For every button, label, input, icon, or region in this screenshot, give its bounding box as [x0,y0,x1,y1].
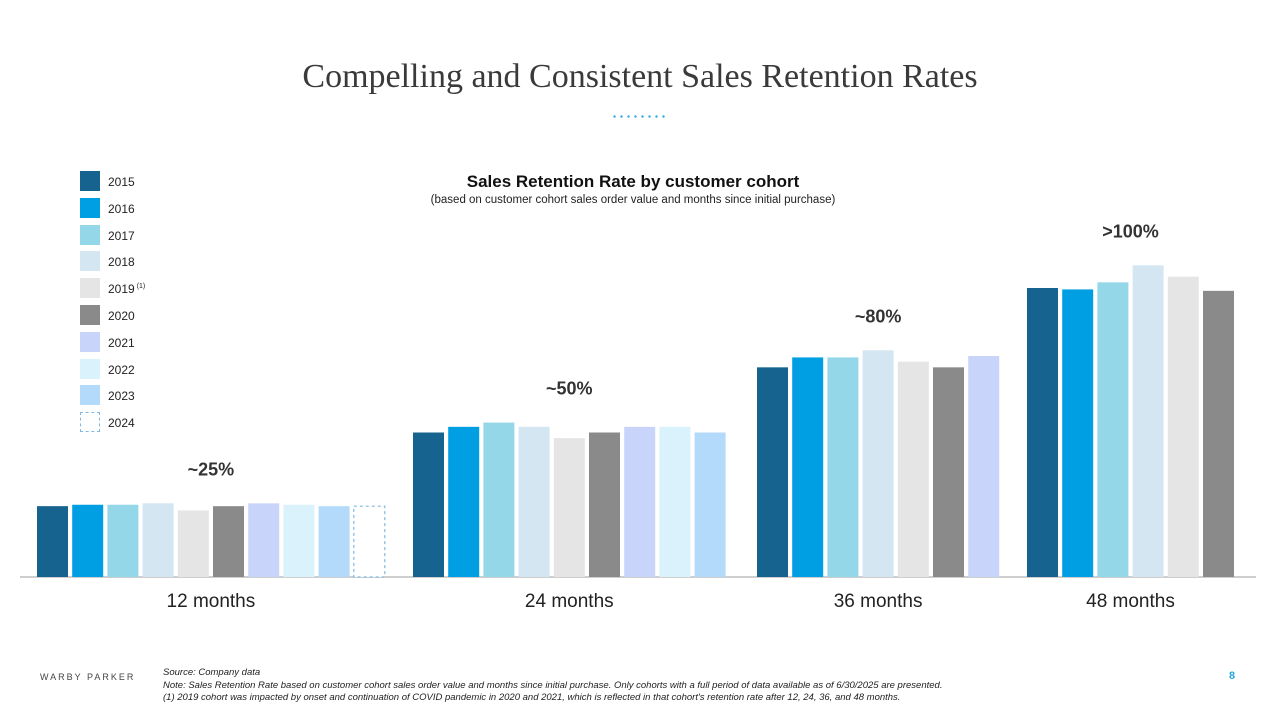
methodology-note: Note: Sales Retention Rate based on cust… [163,679,943,691]
x-tick-label: 12 months [167,591,256,612]
bar-2020-24-months [589,432,620,577]
bar-2023-24-months [694,432,726,577]
legend-label: 2017 [108,228,135,243]
bar-2018-36-months [862,350,894,577]
legend-swatch [80,251,100,272]
legend-label: 2021 [108,335,135,350]
group-data-label: >100% [1102,221,1159,241]
bar-2021-12-months [248,503,280,577]
bar-2022-24-months [659,426,691,577]
legend-label: 2020 [108,309,135,323]
bar-2015-36-months [757,367,788,577]
source-note: Source: Company data [163,667,261,678]
group-data-label: ~50% [546,379,593,399]
bar-2016-48-months [1062,289,1094,577]
legend-footnote-marker: (1) [136,283,146,291]
bar-2019-24-months [553,438,585,577]
bar-2018-48-months [1132,265,1164,577]
bar-2016-12-months [72,504,104,577]
bar-2017-36-months [827,357,859,577]
legend-label: 2019 (1) [108,282,146,297]
bar-2020-48-months [1203,290,1234,577]
bar-2017-48-months [1097,282,1129,577]
title-divider [611,115,669,118]
bar-2018-12-months [142,503,174,577]
legend-swatch [80,197,100,218]
bar-2019-36-months [897,361,929,577]
bar-2015-12-months [37,506,68,577]
bar-2024-12-months [353,505,386,578]
chart-subtitle: (based on customer cohort sales order va… [430,194,836,206]
brand-logo: WARBY PARKER [40,672,136,682]
group-data-label: ~25% [188,459,235,479]
legend-swatch [80,278,100,299]
x-tick-label: 48 months [1086,591,1175,612]
x-tick-label: 36 months [834,591,923,612]
covid-footnote: (1) 2019 cohort was impacted by onset an… [163,692,901,703]
group-data-label: ~80% [855,306,902,326]
legend-label: 2022 [108,362,135,377]
legend-swatch [80,171,100,191]
bar-2017-12-months [107,504,139,577]
legend-label: 2024 [108,416,135,431]
legend-label: 2023 [108,389,135,404]
page-title: Compelling and Consistent Sales Retentio… [302,58,978,95]
legend-label: 2015 [108,175,135,189]
legend-swatch [80,331,100,352]
bar-2018-24-months [518,426,550,577]
legend-label: 2018 [108,255,135,270]
bar-2021-24-months [624,426,656,577]
bar-2017-24-months [483,422,515,577]
bar-2016-36-months [792,357,824,577]
bar-2015-48-months [1027,288,1058,577]
bar-2023-12-months [318,506,350,577]
legend-swatch [80,412,100,433]
legend-swatch [80,305,100,325]
bar-2019-12-months [177,510,209,577]
bar-2016-24-months [448,426,480,577]
x-tick-label: 24 months [525,591,614,612]
chart-title: Sales Retention Rate by customer cohort [466,172,800,191]
legend-label: 2016 [108,201,135,216]
bar-2020-36-months [933,367,964,577]
bar-2021-36-months [968,356,1000,577]
page-number: 8 [1229,670,1236,682]
footnotes: Source: Company data Note: Sales Retenti… [163,667,942,705]
legend-swatch [80,224,100,245]
bar-2019-48-months [1167,276,1199,577]
bar-2022-12-months [283,504,315,577]
legend-swatch [80,385,100,406]
bar-2020-12-months [213,506,244,577]
bar-2015-24-months [413,432,444,577]
legend-swatch [80,358,100,379]
